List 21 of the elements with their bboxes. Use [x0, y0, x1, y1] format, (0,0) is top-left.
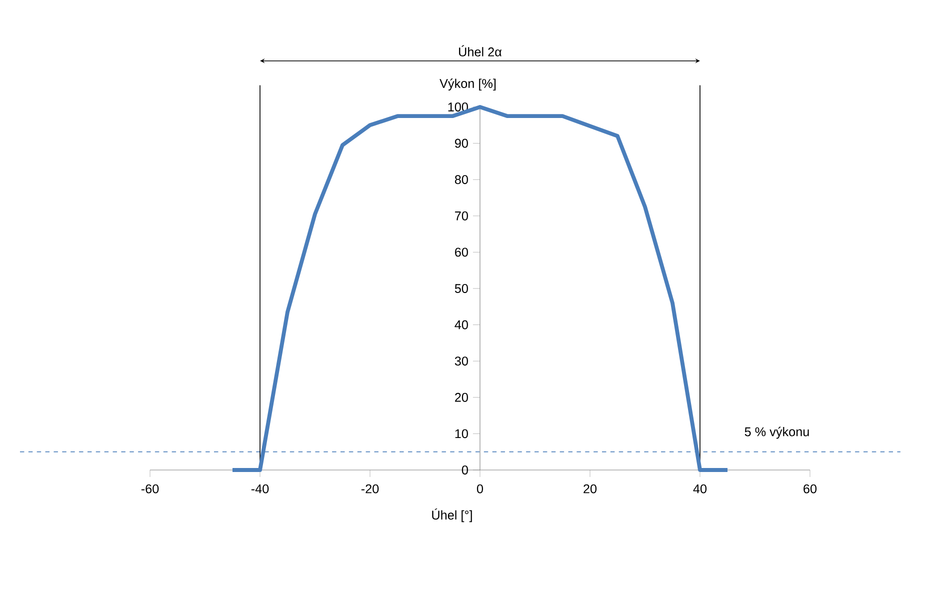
- y-tick-label: 60: [455, 248, 468, 257]
- y-tick-label: 10: [455, 429, 468, 438]
- y-tick-label: 20: [455, 392, 468, 402]
- x-tick-label: 40: [693, 484, 707, 494]
- y-tick-label: 80: [454, 175, 468, 184]
- ref-line-label: 5 % výkonu: [744, 426, 809, 439]
- y-tick-label: 0: [462, 466, 468, 474]
- y-tick-label: 70: [455, 211, 468, 220]
- y-tick-label: 50: [454, 284, 468, 293]
- y-tick-label: 40: [454, 320, 468, 330]
- text: Úhel 2α: [459, 45, 502, 56]
- y-tick-label: 30: [454, 356, 468, 366]
- x-tick-label: -20: [361, 484, 379, 494]
- x-tick-label: -60: [141, 484, 159, 494]
- x-tick-label: -40: [251, 484, 269, 494]
- y-axis-title: Výkon [%]: [440, 78, 496, 90]
- x-tick-label: 20: [584, 484, 597, 494]
- y-tick-label: 90: [454, 138, 468, 148]
- x-axis-title: Úhel [°]: [432, 508, 472, 522]
- x-tick-label: 60: [804, 484, 817, 494]
- x-tick-label: 0: [476, 484, 484, 494]
